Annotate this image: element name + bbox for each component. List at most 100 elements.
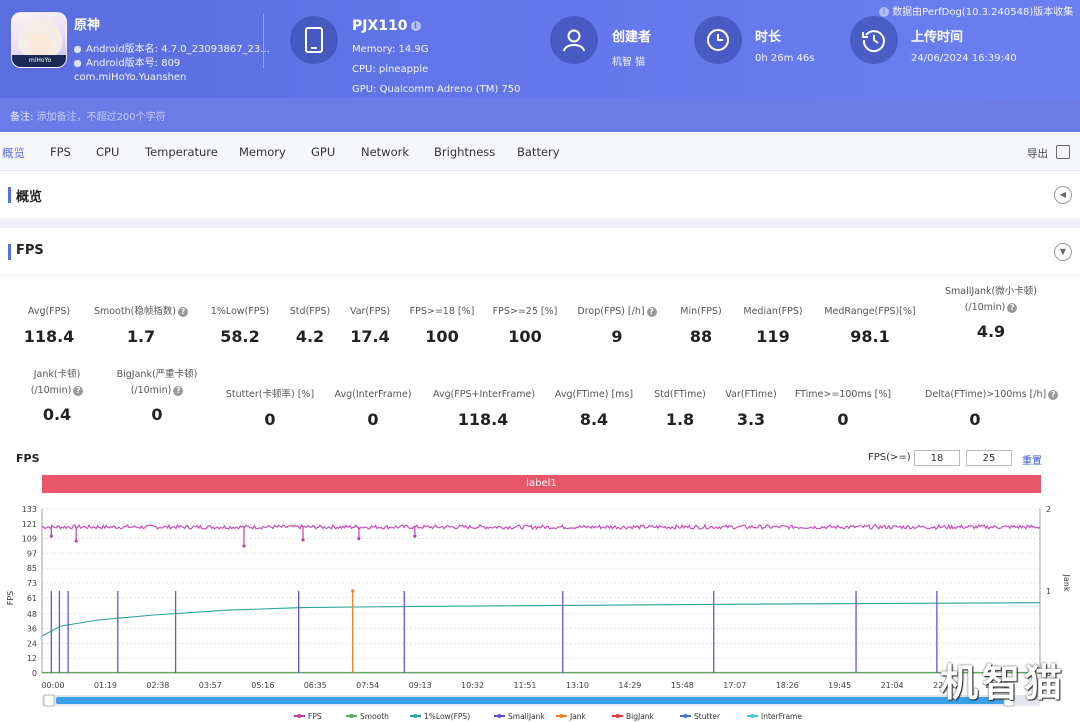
metric-value: 0 [837, 410, 849, 429]
tab-memory[interactable]: Memory [239, 145, 286, 159]
legend-label: FPS [308, 712, 322, 721]
note-input[interactable]: 添加备注，不超过200个字符 [36, 112, 166, 123]
metric-value: 58.2 [220, 327, 260, 346]
tab-brightness[interactable]: Brightness [434, 145, 496, 159]
x-tick-label: 11:51 [513, 681, 536, 690]
info-icon[interactable]: i [410, 21, 421, 31]
metric-drop-fps-h: Drop(FPS) [/h]? 9 [567, 305, 667, 346]
overview-title: 概览 [16, 190, 43, 205]
metric-value: 4.9 [976, 322, 1006, 341]
tab-bar: 概览 FPS CPU Temperature Memory GPU Networ… [0, 133, 1080, 171]
fps-threshold-input-1[interactable] [914, 450, 960, 466]
note-label: 备注: [10, 112, 34, 123]
y-tick-label: 36 [27, 625, 37, 634]
y2-tick-label: 1 [1046, 587, 1051, 596]
chart-zoom-track [42, 695, 1040, 706]
x-tick-label: 17:07 [723, 681, 746, 690]
metric-var-fps: Var(FPS) 17.4 [320, 305, 420, 346]
help-icon[interactable]: ? [1007, 302, 1018, 313]
device-model: PJX110 i [352, 18, 421, 34]
tab-overview[interactable]: 概览 [2, 146, 25, 160]
tab-battery[interactable]: Battery [517, 145, 560, 159]
export-icon[interactable] [1056, 145, 1070, 159]
metric-label: Avg(FPS) [27, 306, 71, 317]
metric-value: 100 [425, 327, 459, 346]
legend-label: Jank [569, 712, 587, 721]
header-divider [263, 14, 264, 68]
help-icon[interactable]: ? [73, 385, 84, 396]
metric-label-unit: (/10min)? [941, 301, 1041, 314]
info-icon: i [879, 7, 889, 17]
y-tick-label: 12 [27, 654, 37, 663]
label-band[interactable]: label1 [42, 475, 1041, 493]
series-fps-dip-point [242, 544, 246, 548]
legend-label: Stutter [694, 712, 721, 721]
metric-std-fps: Std(FPS) 4.2 [260, 305, 360, 346]
metric-avg-fps-interframe: Avg(FPS+InterFrame) 118.4 [433, 388, 535, 429]
collapse-toggle-icon[interactable]: ◀ [1054, 186, 1072, 204]
metric-ftime-100ms: FTime>=100ms [%] 0 [793, 388, 893, 429]
series-fps-dip-point [413, 534, 417, 538]
tab-cpu[interactable]: CPU [96, 145, 120, 159]
android-icon [74, 45, 81, 53]
legend-swatch-dot [349, 714, 354, 718]
reset-button[interactable]: 重置 [1022, 456, 1042, 467]
metric-value: 0.4 [42, 405, 72, 424]
metric-bigjank: BigJank(严重卡顿) (/10min)? 0 [107, 368, 207, 424]
metric-smooth: Smooth(稳帧指数)? 1.7 [91, 305, 191, 346]
metric-value: 0 [264, 410, 276, 429]
metric-label: Stutter(卡顿率) [%] [225, 389, 315, 400]
x-tick-label: 09:13 [409, 681, 432, 690]
fps-section-header: FPS ▼ [0, 228, 1080, 276]
chart-zoom-handle-left [43, 694, 55, 707]
help-icon[interactable]: ? [1048, 389, 1059, 400]
metric-median-fps: Median(FPS) 119 [723, 305, 823, 346]
x-tick-label: 01:19 [94, 681, 117, 690]
fps-threshold-input-2[interactable] [966, 450, 1012, 466]
metric-label: Avg(FTime) [ms] [554, 389, 634, 400]
tab-fps[interactable]: FPS [50, 145, 71, 159]
metric-std-ftime: Std(FTime) 1.8 [630, 388, 730, 429]
x-tick-label: 13:10 [566, 681, 589, 690]
x-tick-label: 14:29 [618, 681, 641, 690]
legend-label: Smooth [360, 712, 389, 721]
help-icon[interactable]: ? [173, 385, 184, 396]
help-icon[interactable]: ? [646, 306, 657, 317]
series-fps-dip-point [74, 539, 78, 543]
x-tick-label: 06:35 [304, 681, 327, 690]
fps-section-title: FPS [16, 243, 44, 258]
x-tick-label: 15:48 [671, 681, 694, 690]
creator-label: 创建者 [612, 30, 652, 45]
help-icon[interactable]: ? [178, 306, 189, 317]
metric-label: Var(FTime) [725, 389, 777, 400]
tab-network[interactable]: Network [361, 145, 410, 159]
tablet-icon [290, 16, 338, 64]
x-tick-label: 19:45 [828, 681, 851, 690]
series-fps-dip-point [357, 536, 361, 541]
legend-swatch-dot [750, 714, 755, 718]
section-accent [8, 187, 11, 203]
metric-label: SmallJank(微小卡顿) [945, 286, 1037, 297]
metric-var-ftime: Var(FTime) 3.3 [701, 388, 801, 429]
metric-label: Median(FPS) [743, 306, 803, 317]
legend-label: SmallJank [508, 712, 545, 721]
report-header: miHoYo 原神 Android版本名: 4.7.0_23093867_23.… [0, 0, 1080, 98]
expand-toggle-icon[interactable]: ▼ [1054, 243, 1072, 261]
metric-label: Std(FTime) [654, 389, 706, 400]
export-button[interactable]: 导出 [1027, 148, 1048, 160]
device-cpu: CPU: pineapple [352, 64, 429, 75]
y-tick-label: 97 [27, 549, 37, 558]
metric-value: 100 [508, 327, 542, 346]
metric-label: FPS>=25 [%] [492, 306, 558, 317]
note-bar[interactable]: 备注: 添加备注，不超过200个字符 [0, 98, 1080, 132]
metric-value: 88 [689, 327, 713, 346]
y-tick-label: 24 [27, 639, 37, 648]
series-1pct-low-line [41, 602, 1041, 637]
upload-time-label: 上传时间 [911, 30, 964, 45]
series-fps-dip-point [49, 534, 53, 538]
x-tick-label: 07:54 [356, 681, 379, 690]
y2-tick-label: 2 [1046, 505, 1051, 514]
fps-filter-label: FPS(>=) [868, 452, 911, 463]
tab-gpu[interactable]: GPU [311, 145, 336, 159]
tab-temperature[interactable]: Temperature [145, 145, 218, 159]
